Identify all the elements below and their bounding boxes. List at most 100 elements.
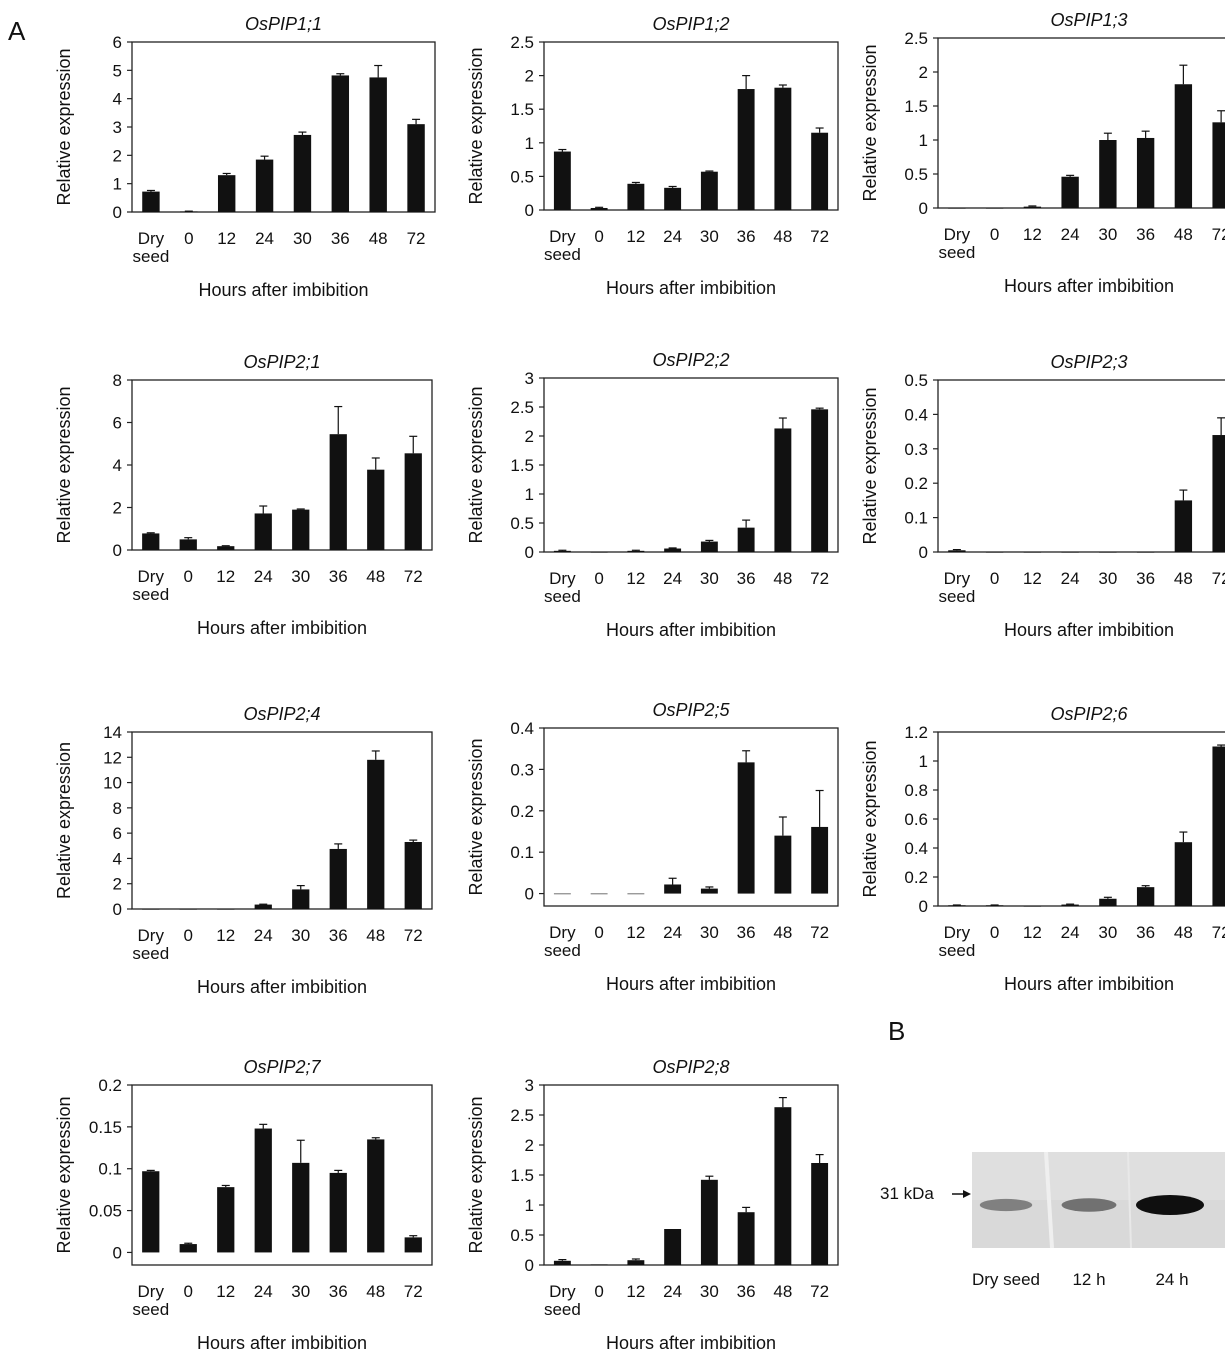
x-tick-label: 0: [990, 225, 999, 244]
x-axis-label: Hours after imbibition: [1004, 276, 1174, 296]
x-tick-label: 48: [1174, 923, 1193, 942]
x-tick-label: 12: [217, 229, 236, 248]
x-tick-label: 72: [1212, 225, 1225, 244]
bar: [553, 151, 571, 210]
bar: [1212, 435, 1225, 552]
bar: [179, 1244, 197, 1253]
y-axis-label: Relative expression: [860, 387, 880, 544]
y-tick-label: 12: [103, 748, 122, 767]
y-tick-label: 0.2: [904, 868, 928, 887]
lane-divider: [1044, 1151, 1054, 1249]
x-tick-label: 24: [254, 926, 273, 945]
x-tick-label: 36: [737, 569, 756, 588]
x-tick-label: 36: [1136, 225, 1155, 244]
bar: [331, 75, 350, 212]
y-tick-label: 2: [113, 146, 122, 165]
y-tick-label: 0: [525, 885, 534, 904]
chart-title: OsPIP1;1: [245, 14, 322, 34]
y-tick-label: 2.5: [904, 29, 928, 48]
x-tick-label: 0: [990, 569, 999, 588]
plot-frame: [131, 1084, 433, 1266]
y-tick-label: 2: [113, 499, 122, 518]
chart-7: OsPIP2;5 0 0.1 0.2 0.3 0.4 Relative expression…: [466, 700, 839, 994]
y-tick-label: 1: [525, 485, 534, 504]
x-tick-label: 0: [184, 926, 193, 945]
chart-title: OsPIP2;2: [652, 350, 729, 370]
y-tick-label: 2: [919, 63, 928, 82]
y-tick-label: 1.5: [510, 100, 534, 119]
bar: [1099, 140, 1117, 208]
marker-label: 31 kDa: [880, 1184, 934, 1203]
bar: [292, 1162, 310, 1253]
bar: [1136, 137, 1155, 208]
y-tick-label: 2.5: [510, 398, 534, 417]
y-axis-label: Relative expression: [466, 386, 486, 543]
bar: [142, 909, 160, 910]
bar: [985, 552, 1004, 553]
x-tick-label: 36: [1136, 923, 1155, 942]
x-tick-label: 30: [291, 567, 310, 586]
y-tick-label: 1: [919, 131, 928, 150]
chart-10: OsPIP2;8 0 0.5 1 1.5 2 2.5 3 Relative expression…: [466, 1057, 839, 1350]
chart-title: OsPIP2;1: [243, 352, 320, 372]
chart-title: OsPIP2;4: [243, 704, 320, 724]
chart-title: OsPIP2;7: [243, 1057, 321, 1077]
y-tick-label: 2: [525, 427, 534, 446]
y-tick-label: 5: [113, 61, 122, 80]
x-tick-label: 12: [1023, 569, 1042, 588]
x-tick-label: 12: [626, 1282, 645, 1301]
bar: [1023, 206, 1042, 208]
y-tick-label: 10: [103, 774, 122, 793]
x-axis-label: Hours after imbibition: [197, 1333, 367, 1350]
x-tick-label: Dry seed: [133, 229, 170, 266]
x-tick-label: 0: [184, 1282, 193, 1301]
y-tick-label: 0: [113, 203, 122, 222]
y-tick-label: 2: [113, 875, 122, 894]
x-tick-label: 72: [810, 1282, 829, 1301]
bar: [179, 539, 197, 550]
x-tick-label: 24: [255, 229, 274, 248]
x-tick-label: 24: [254, 1282, 273, 1301]
x-tick-label: 12: [626, 923, 645, 942]
x-tick-label: 36: [331, 229, 350, 248]
western-blot: Dry seed 12 h 24 h 31 kDa: [880, 1151, 1225, 1289]
lane-label: 24 h: [1155, 1270, 1188, 1289]
y-tick-label: 0.3: [904, 440, 928, 459]
chart-title: OsPIP2;3: [1050, 352, 1127, 372]
x-tick-label: 36: [329, 1282, 348, 1301]
x-tick-label: 0: [184, 229, 193, 248]
x-tick-label: Dry seed: [544, 923, 581, 960]
x-tick-label: 72: [810, 923, 829, 942]
bar: [1212, 122, 1225, 208]
blot-band: [979, 1198, 1033, 1212]
bar: [142, 533, 160, 550]
chart-title: OsPIP2;8: [652, 1057, 729, 1077]
y-tick-label: 0.4: [904, 405, 928, 424]
x-tick-label: 12: [216, 926, 235, 945]
y-tick-label: 1.2: [904, 723, 928, 742]
x-axis-label: Hours after imbibition: [606, 620, 776, 640]
bar: [407, 124, 425, 212]
y-tick-label: 0.2: [904, 474, 928, 493]
chart-title: OsPIP1;3: [1050, 10, 1127, 30]
bar: [553, 550, 571, 552]
x-tick-label: Dry seed: [544, 227, 581, 264]
chart-9: OsPIP2;7 0 0.05 0.1 0.15 0.2 Relative expressi…: [54, 1057, 433, 1350]
x-tick-label: 24: [663, 923, 682, 942]
x-tick-label: 36: [1136, 569, 1155, 588]
x-tick-label: 30: [291, 926, 310, 945]
chart-1: OsPIP1;2 0 0.5 1 1.5 2 2.5 Relative expression D…: [466, 14, 839, 298]
y-axis-label: Relative expression: [466, 47, 486, 204]
x-tick-label: Dry seed: [938, 569, 975, 606]
x-axis-label: Hours after imbibition: [1004, 974, 1174, 994]
lane-divider: [1127, 1151, 1132, 1249]
x-tick-label: 30: [700, 569, 719, 588]
x-tick-label: Dry seed: [938, 225, 975, 262]
x-tick-label: 72: [1212, 569, 1225, 588]
x-tick-label: 0: [184, 567, 193, 586]
bar: [737, 762, 755, 894]
